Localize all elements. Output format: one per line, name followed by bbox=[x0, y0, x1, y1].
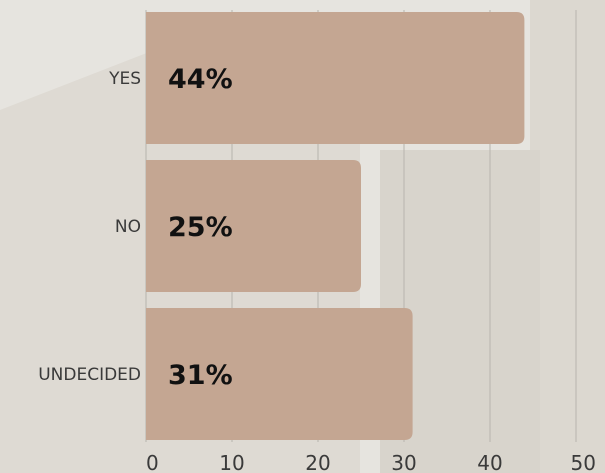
x-tick-label-5: 50 bbox=[571, 451, 596, 473]
bar-no bbox=[146, 160, 361, 292]
data-label-undecided: 31% bbox=[168, 360, 233, 391]
category-labels: YES NO UNDECIDED bbox=[38, 69, 141, 385]
x-tick-label-3: 30 bbox=[391, 451, 416, 473]
data-labels: 44% 25% 31% bbox=[168, 64, 233, 391]
data-label-no: 25% bbox=[168, 212, 233, 243]
data-label-yes: 44% bbox=[168, 64, 233, 95]
bar-undecided bbox=[146, 308, 413, 440]
bar-yes bbox=[146, 12, 525, 144]
bars bbox=[146, 12, 525, 440]
x-tick-label-4: 40 bbox=[477, 451, 502, 473]
x-tick-label-2: 20 bbox=[305, 451, 330, 473]
category-label-undecided: UNDECIDED bbox=[38, 365, 141, 385]
category-label-no: NO bbox=[115, 217, 141, 237]
x-tick-label-1: 10 bbox=[219, 451, 244, 473]
x-axis-tick-labels: 0 10 20 30 40 50 bbox=[146, 451, 596, 473]
x-tick-label-0: 0 bbox=[146, 451, 159, 473]
category-label-yes: YES bbox=[108, 69, 141, 89]
